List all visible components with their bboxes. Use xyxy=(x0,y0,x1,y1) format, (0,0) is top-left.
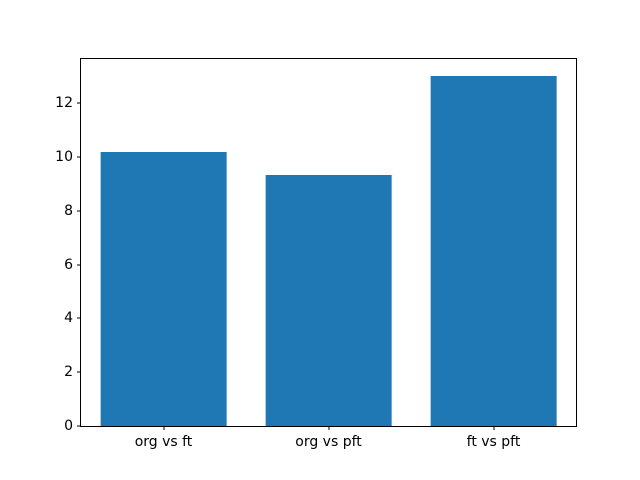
y-tick-mark xyxy=(77,425,81,427)
y-tick-mark xyxy=(77,371,81,373)
y-tick-mark xyxy=(77,210,81,212)
bar xyxy=(265,174,392,426)
y-tick-mark xyxy=(77,317,81,319)
x-tick-label: org vs ft xyxy=(134,434,193,450)
y-tick-mark xyxy=(77,102,81,104)
y-tick-label: 0 xyxy=(64,418,73,434)
y-tick-label: 12 xyxy=(55,95,73,112)
y-tick-mark xyxy=(77,156,81,158)
x-tick-label: ft vs pft xyxy=(466,434,521,450)
bar xyxy=(100,151,227,426)
y-tick-label: 4 xyxy=(64,310,73,327)
y-tick-label: 8 xyxy=(64,202,73,219)
y-tick-label: 10 xyxy=(55,149,73,166)
y-tick-label: 2 xyxy=(64,364,73,381)
x-tick-mark xyxy=(493,426,494,430)
x-tick-mark xyxy=(328,426,329,430)
plot-area: 0 2 4 6 8 10 12 org vs ft org vs pft ft vs pft xyxy=(55,58,577,449)
y-tick-label: 6 xyxy=(64,256,73,273)
y-tick-mark xyxy=(77,264,81,266)
x-tick-label: org vs pft xyxy=(295,434,362,450)
bar xyxy=(430,76,557,426)
x-tick-mark xyxy=(163,426,164,430)
